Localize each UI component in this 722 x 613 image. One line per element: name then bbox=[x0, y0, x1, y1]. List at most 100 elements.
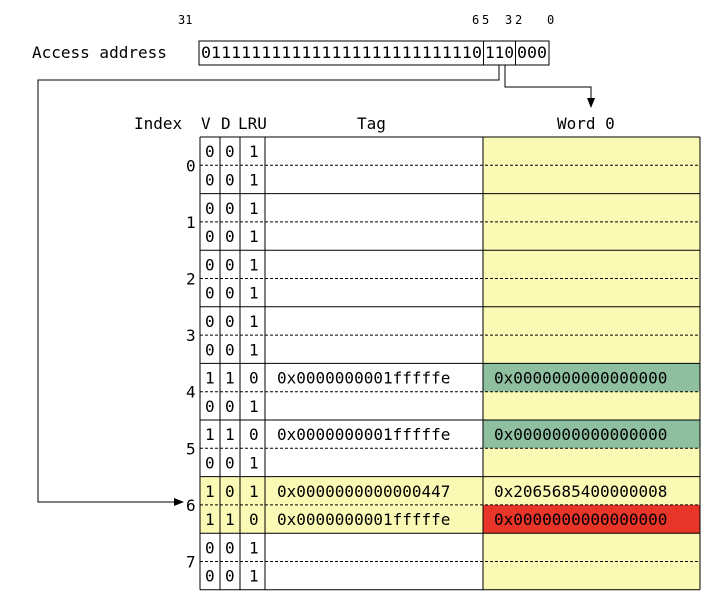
header-tag: Tag bbox=[357, 114, 386, 133]
index-arrow bbox=[37, 65, 500, 506]
word-cell bbox=[483, 193, 700, 222]
tag-value: 0x0000000001fffffe bbox=[277, 425, 450, 444]
lru-bit: 0 bbox=[249, 369, 259, 388]
word-value: 0x0000000000000000 bbox=[494, 369, 667, 388]
header-lru: LRU bbox=[238, 114, 267, 133]
set-index-label: 6 bbox=[186, 496, 196, 515]
valid-bit: 1 bbox=[205, 510, 215, 529]
valid-bit: 1 bbox=[205, 482, 215, 501]
dirty-bit: 0 bbox=[225, 142, 235, 161]
word-value: 0x2065685400000008 bbox=[494, 482, 667, 501]
set-index-label: 0 bbox=[186, 156, 196, 175]
header-index: Index bbox=[134, 114, 183, 133]
valid-bit: 0 bbox=[205, 255, 215, 274]
word-cell bbox=[483, 221, 700, 251]
valid-bit: 1 bbox=[205, 425, 215, 444]
set-index-label: 3 bbox=[186, 326, 196, 345]
word-cell bbox=[483, 533, 700, 562]
set-index-label: 5 bbox=[186, 439, 196, 458]
dirty-bit: 0 bbox=[225, 312, 235, 331]
dirty-bit: 1 bbox=[225, 369, 235, 388]
lru-bit: 1 bbox=[249, 142, 259, 161]
word-cell bbox=[483, 448, 700, 477]
offset-arrow bbox=[504, 65, 595, 108]
word-cell bbox=[483, 165, 700, 194]
dirty-bit: 0 bbox=[225, 255, 235, 274]
bit-6-label: 6 bbox=[472, 13, 479, 27]
lru-bit: 1 bbox=[249, 453, 259, 472]
access-address-label: Access address bbox=[32, 43, 167, 62]
lru-bit: 1 bbox=[249, 567, 259, 586]
lru-bit: 1 bbox=[249, 284, 259, 303]
address-index-bits: 110 bbox=[485, 43, 514, 62]
lru-bit: 1 bbox=[249, 227, 259, 246]
word-cell bbox=[483, 250, 700, 279]
dirty-bit: 0 bbox=[225, 482, 235, 501]
way-row-highlight bbox=[200, 476, 483, 505]
header-dirty: D bbox=[221, 114, 231, 133]
bit-2-label: 2 bbox=[515, 13, 522, 27]
valid-bit: 0 bbox=[205, 453, 215, 472]
valid-bit: 1 bbox=[205, 369, 215, 388]
word-cell bbox=[483, 363, 700, 392]
lru-bit: 1 bbox=[249, 255, 259, 274]
valid-bit: 0 bbox=[205, 170, 215, 189]
set-index-label: 1 bbox=[186, 213, 196, 232]
word-value: 0x0000000000000000 bbox=[494, 510, 667, 529]
word-cell bbox=[483, 335, 700, 364]
word-value: 0x0000000000000000 bbox=[494, 425, 667, 444]
dirty-bit: 0 bbox=[225, 567, 235, 586]
word-cell bbox=[483, 420, 700, 449]
valid-bit: 0 bbox=[205, 567, 215, 586]
lru-bit: 1 bbox=[249, 482, 259, 501]
lru-bit: 0 bbox=[249, 510, 259, 529]
lru-bit: 1 bbox=[249, 199, 259, 218]
set-index-label: 4 bbox=[186, 383, 196, 402]
cache-table: 0 0 10 0 100 0 10 0 110 0 10 0 120 0 10 0 131 1 0 0x0000000… bbox=[186, 136, 701, 591]
dirty-bit: 0 bbox=[225, 199, 235, 218]
lru-bit: 1 bbox=[249, 538, 259, 557]
bit-0-label: 0 bbox=[547, 13, 554, 27]
set-index-label: 2 bbox=[186, 270, 196, 289]
dirty-bit: 1 bbox=[225, 510, 235, 529]
header-word0: Word 0 bbox=[557, 114, 615, 133]
valid-bit: 0 bbox=[205, 142, 215, 161]
word-cell bbox=[483, 476, 700, 505]
dirty-bit: 0 bbox=[225, 227, 235, 246]
word-cell bbox=[483, 306, 700, 336]
word-cell bbox=[483, 278, 700, 307]
valid-bit: 0 bbox=[205, 397, 215, 416]
header-valid: V bbox=[201, 114, 211, 133]
valid-bit: 0 bbox=[205, 340, 215, 359]
lru-bit: 0 bbox=[249, 425, 259, 444]
lru-bit: 1 bbox=[249, 340, 259, 359]
dirty-bit: 1 bbox=[225, 425, 235, 444]
valid-bit: 0 bbox=[205, 199, 215, 218]
word-cell bbox=[483, 137, 700, 166]
valid-bit: 0 bbox=[205, 312, 215, 331]
tag-value: 0x0000000001fffffe bbox=[277, 510, 450, 529]
word-cell bbox=[483, 561, 700, 590]
dirty-bit: 0 bbox=[225, 538, 235, 557]
set-index-label: 7 bbox=[186, 553, 196, 572]
lru-bit: 1 bbox=[249, 170, 259, 189]
valid-bit: 0 bbox=[205, 227, 215, 246]
valid-bit: 0 bbox=[205, 284, 215, 303]
address-offset-bits: 000 bbox=[517, 43, 547, 62]
address-tag-bits: 0111111111111111111111111110 bbox=[201, 43, 482, 62]
word-cell bbox=[483, 391, 700, 420]
word-cell bbox=[483, 504, 700, 534]
dirty-bit: 0 bbox=[225, 284, 235, 303]
tag-value: 0x0000000001fffffe bbox=[277, 369, 450, 388]
dirty-bit: 0 bbox=[225, 340, 235, 359]
bit-5-label: 5 bbox=[482, 13, 489, 27]
lru-bit: 1 bbox=[249, 312, 259, 331]
access-address-box bbox=[198, 40, 550, 66]
lru-bit: 1 bbox=[249, 397, 259, 416]
dirty-bit: 0 bbox=[225, 170, 235, 189]
valid-bit: 0 bbox=[205, 538, 215, 557]
dirty-bit: 0 bbox=[225, 453, 235, 472]
bit-3-label: 3 bbox=[505, 13, 512, 27]
dirty-bit: 0 bbox=[225, 397, 235, 416]
